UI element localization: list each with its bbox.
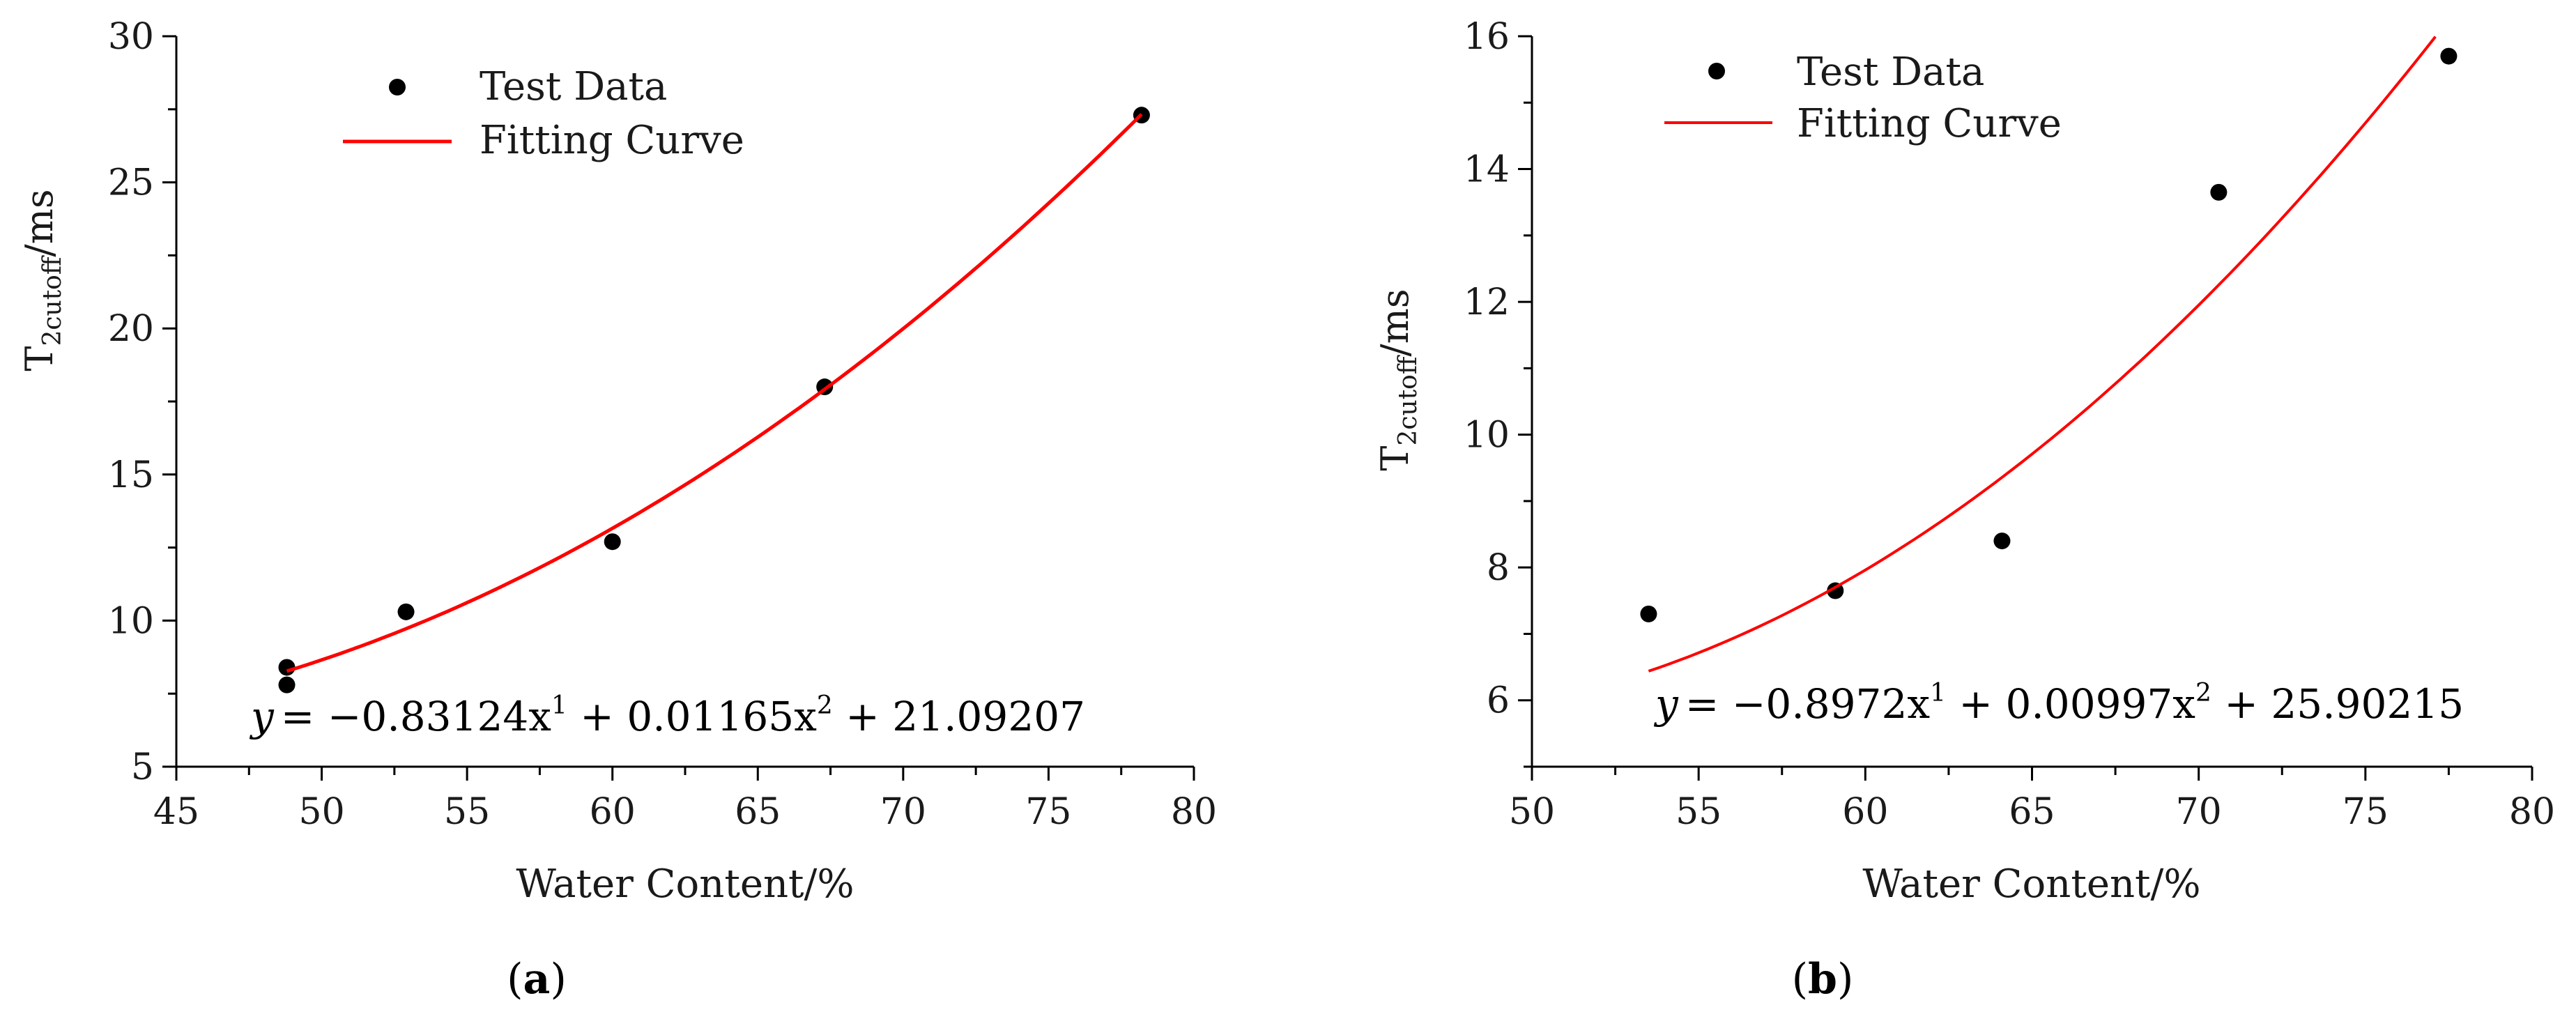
y-tick-label: 12 <box>1464 282 1510 323</box>
data-point <box>2440 47 2458 65</box>
x-tick-label: 45 <box>153 791 199 833</box>
y-axis-title-main: T <box>17 346 61 371</box>
data-point <box>1827 582 1844 599</box>
legend-label-test-data: Test Data <box>480 64 667 109</box>
y-axis-title-sub: 2cutoff <box>1394 355 1423 445</box>
svg-text:T2cutoff/ms: T2cutoff/ms <box>17 189 67 371</box>
data-point <box>1993 533 2011 550</box>
y-tick-label: 16 <box>1464 16 1510 58</box>
data-point <box>397 603 415 620</box>
y-axis-title: T2cutoff/ms <box>17 189 67 371</box>
legend-label-fitting-curve: Fitting Curve <box>1797 101 2062 146</box>
fitting-curve <box>1648 36 2437 673</box>
data-point <box>604 533 621 551</box>
fit-equation-power-2: 2 <box>817 691 833 720</box>
y-axis-title: T2cutoff/ms <box>1373 289 1423 470</box>
fit-equation-tail: + 21.09207 <box>833 693 1085 740</box>
x-tick-label: 60 <box>590 791 636 833</box>
axes: 45 50 55 60 65 70 75 80 5 10 15 20 25 30 <box>108 16 1217 833</box>
legend-marker-test-data <box>389 79 406 95</box>
fit-equation-power-1: 1 <box>551 691 567 720</box>
fit-equation-power-2: 2 <box>2195 679 2211 707</box>
y-tick-label: 25 <box>108 162 154 204</box>
legend-label-fitting-curve: Fitting Curve <box>480 118 744 163</box>
legend: Test Data Fitting Curve <box>343 64 744 163</box>
y-tick-label: 20 <box>108 308 154 350</box>
legend-marker-test-data <box>1708 63 1725 79</box>
x-tick-label: 70 <box>880 791 926 833</box>
y-tick-label: 30 <box>108 16 154 58</box>
y-tick-label: 15 <box>108 454 154 496</box>
y-axis-title-main: T <box>1373 446 1417 471</box>
panel-caption: (b) <box>1792 955 1854 1004</box>
panel-a: T2cutoff/ms Water Content/% Test Data Fi… <box>17 16 1217 1004</box>
fit-equation-rhs: = −0.83124x <box>281 693 551 740</box>
data-point <box>2210 183 2228 201</box>
y-tick-label: 5 <box>131 746 154 788</box>
x-tick-label: 80 <box>1171 791 1217 833</box>
x-tick-label: 75 <box>2343 791 2389 833</box>
x-tick-label: 65 <box>2009 791 2055 833</box>
fit-equation-lhs: y <box>1653 680 1679 728</box>
x-tick-label: 70 <box>2176 791 2222 833</box>
legend-label-test-data: Test Data <box>1797 49 1984 95</box>
y-tick-label: 8 <box>1487 547 1510 589</box>
x-tick-label: 60 <box>1842 791 1888 833</box>
data-point <box>278 659 296 676</box>
panel-caption-letter: a <box>523 955 551 1004</box>
x-tick-label: 75 <box>1025 791 1071 833</box>
panel-caption-letter: b <box>1808 955 1837 1004</box>
fit-equation-mid: + 0.00997x <box>1946 680 2195 728</box>
y-tick-label: 6 <box>1487 680 1510 722</box>
fit-equation-tail: + 25.90215 <box>2211 680 2464 728</box>
y-axis-title-unit: /ms <box>17 189 61 256</box>
data-point <box>1640 605 1657 622</box>
fit-equation: y = −0.83124x1 + 0.01165x2 + 21.09207 <box>249 691 1085 740</box>
x-tick-label: 50 <box>1509 791 1555 833</box>
x-tick-label: 55 <box>444 791 490 833</box>
y-tick-label: 10 <box>1464 415 1510 457</box>
fit-equation: y = −0.8972x1 + 0.00997x2 + 25.90215 <box>1653 679 2464 728</box>
fit-equation-lhs: y <box>249 693 275 740</box>
fit-equation-rhs: = −0.8972x <box>1685 680 1930 728</box>
x-tick-label: 50 <box>298 791 344 833</box>
y-axis-title-sub: 2cutoff <box>38 255 67 346</box>
fitting-curve <box>286 113 1143 673</box>
panel-b: T2cutoff/ms Water Content/% Test Data Fi… <box>1373 16 2555 1004</box>
x-tick-label: 80 <box>2509 791 2555 833</box>
panel-caption: (a) <box>507 955 567 1004</box>
legend: Test Data Fitting Curve <box>1664 49 2062 146</box>
data-point <box>278 676 296 694</box>
x-axis-title: Water Content/% <box>516 861 854 907</box>
svg-text:T2cutoff/ms: T2cutoff/ms <box>1373 289 1423 470</box>
x-tick-label: 55 <box>1676 791 1722 833</box>
fit-equation-power-1: 1 <box>1930 679 1946 707</box>
y-axis-title-unit: /ms <box>1373 289 1417 356</box>
y-tick-label: 10 <box>108 600 154 642</box>
y-tick-label: 14 <box>1464 149 1510 191</box>
fit-equation-mid: + 0.01165x <box>567 693 817 740</box>
x-axis-title: Water Content/% <box>1862 861 2200 907</box>
x-tick-label: 65 <box>735 791 781 833</box>
